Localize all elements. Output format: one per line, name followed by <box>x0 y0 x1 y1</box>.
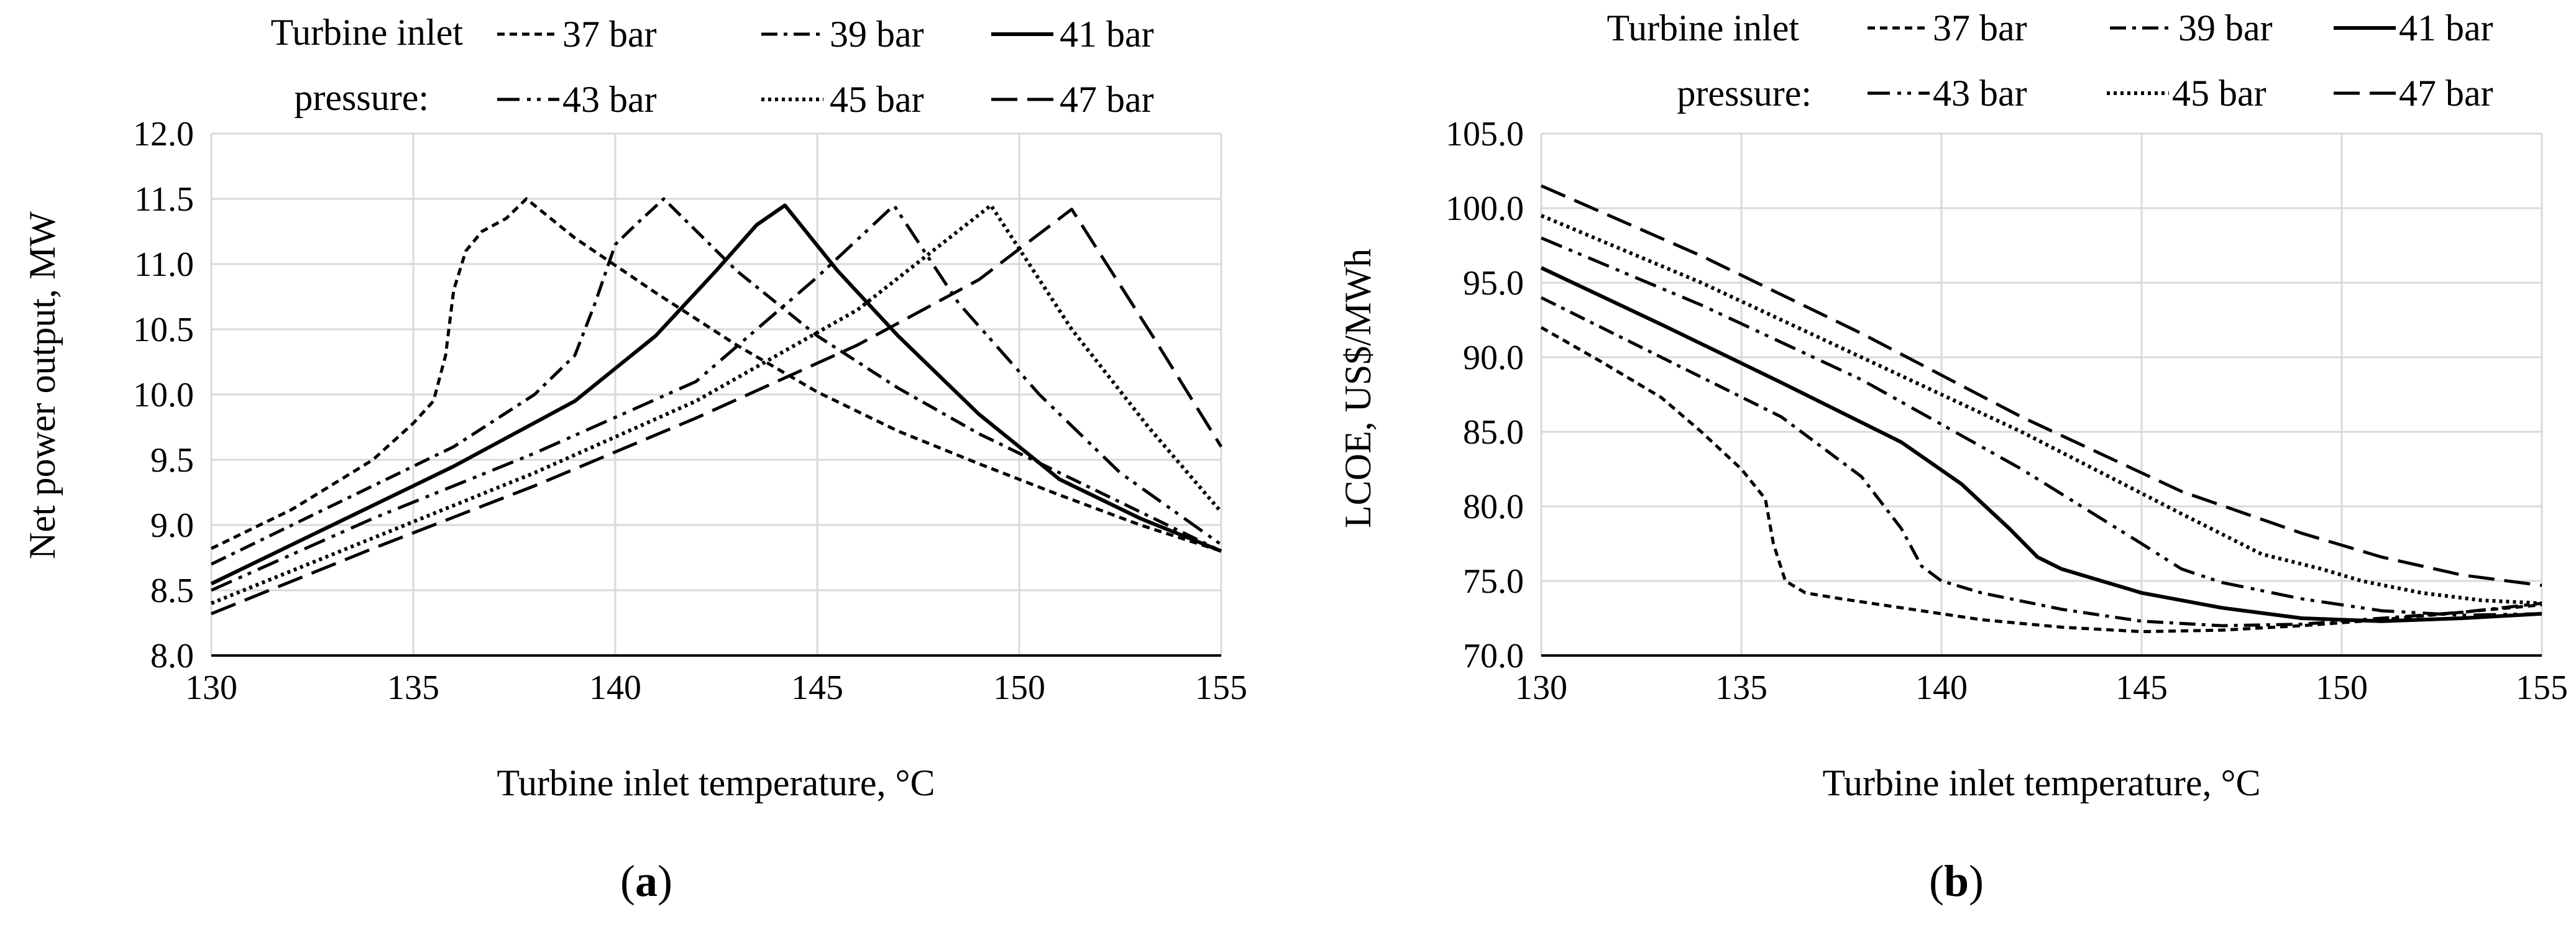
y-tick-label-a-2: 9.0 <box>150 506 194 545</box>
y-tick-label-b-4: 90.0 <box>1463 339 1524 377</box>
x-axis-label-b: Turbine inlet temperature, °C <box>1823 762 2261 803</box>
legend-label-a-47-bar: 47 bar <box>1060 79 1154 120</box>
panel-caption-a: (a) <box>620 856 672 906</box>
x-tick-label-b-4: 150 <box>2316 669 2368 707</box>
panel-caption-letter-b: b <box>1944 856 1969 906</box>
y-axis-label-a: Net power output, MW <box>22 211 63 559</box>
legend-label-a-41-bar: 41 bar <box>1060 14 1154 55</box>
series-line-b-43-bar <box>1541 236 2542 617</box>
x-axis-label-a: Turbine inlet temperature, °C <box>497 762 935 803</box>
y-tick-label-a-5: 10.5 <box>133 311 194 349</box>
y-tick-label-b-3: 85.0 <box>1463 413 1524 452</box>
x-tick-label-a-4: 150 <box>993 669 1045 707</box>
x-tick-label-a-1: 135 <box>387 669 439 707</box>
legend-label-a-37-bar: 37 bar <box>562 14 657 55</box>
x-tick-label-a-2: 140 <box>589 669 641 707</box>
legend-label-b-45-bar: 45 bar <box>2172 73 2267 114</box>
x-tick-labels-b: 130 135 140 145 150 155 <box>1515 669 2568 707</box>
legend-title-line2-b: pressure: <box>1677 73 1812 114</box>
y-tick-labels-b: 70.0 75.0 80.0 85.0 90.0 95.0 100.0 105.0 <box>1446 115 1524 675</box>
x-tick-label-b-5: 155 <box>2516 669 2568 707</box>
grid-b <box>1540 132 2543 656</box>
y-tick-labels-a: 8.0 8.5 9.0 9.5 10.0 10.5 11.0 11.5 12.0 <box>133 115 194 675</box>
x-tick-label-b-0: 130 <box>1515 669 1567 707</box>
y-tick-label-b-1: 75.0 <box>1463 562 1524 601</box>
x-tick-label-a-3: 145 <box>791 669 843 707</box>
x-tick-label-a-0: 130 <box>185 669 237 707</box>
x-tick-label-a-5: 155 <box>1195 669 1247 707</box>
legend-title-line1-a: Turbine inlet <box>271 12 464 53</box>
series-line-a-47-bar <box>211 208 1223 616</box>
y-tick-label-a-8: 12.0 <box>133 115 194 153</box>
plot-lines-a <box>210 197 1223 616</box>
y-tick-label-b-6: 100.0 <box>1446 190 1524 228</box>
y-tick-label-b-0: 70.0 <box>1463 637 1524 675</box>
series-line-b-37-bar <box>1540 326 2542 634</box>
series-line-a-39-bar <box>210 197 1222 566</box>
series-line-b-41-bar <box>1540 266 2542 623</box>
legend-a: Turbine inlet pressure: 37 bar 39 bar 41 b… <box>271 12 1154 120</box>
legend-label-a-45-bar: 45 bar <box>830 79 924 120</box>
plot-lines-b <box>1540 184 2542 634</box>
legend-b: Turbine inlet pressure: 37 bar 39 bar 41 b… <box>1607 7 2493 114</box>
panel-caption-letter-a: a <box>635 856 658 906</box>
legend-label-b-43-bar: 43 bar <box>1933 73 2027 114</box>
legend-entries-a: 37 bar 39 bar 41 bar 43 bar 45 bar 47 bar <box>497 14 1154 120</box>
y-tick-label-a-3: 9.5 <box>150 441 194 480</box>
y-tick-label-b-7: 105.0 <box>1446 115 1524 153</box>
legend-label-a-43-bar: 43 bar <box>562 79 657 120</box>
series-line-b-47-bar <box>1540 184 2542 587</box>
grid-a <box>210 132 1222 656</box>
y-tick-label-a-7: 11.5 <box>134 180 194 219</box>
series-line-a-37-bar <box>210 197 1222 553</box>
x-tick-label-b-2: 140 <box>1915 669 1968 707</box>
x-tick-label-b-3: 145 <box>2115 669 2168 707</box>
y-tick-label-a-0: 8.0 <box>150 637 194 675</box>
y-tick-label-b-5: 95.0 <box>1463 264 1524 303</box>
y-axis-label-b: LCOE, US$/MWh <box>1337 249 1378 528</box>
panel-caption-b: (b) <box>1929 856 1984 906</box>
x-tick-label-b-1: 135 <box>1715 669 1767 707</box>
legend-label-b-41-bar: 41 bar <box>2399 7 2493 48</box>
legend-label-b-39-bar: 39 bar <box>2178 7 2273 48</box>
legend-title-line1-b: Turbine inlet <box>1607 7 1800 48</box>
panel-a: 8.08.59.09.510.010.511.011.512.0 130 135 1… <box>22 12 1247 906</box>
legend-label-b-37-bar: 37 bar <box>1933 7 2027 48</box>
y-tick-label-b-2: 80.0 <box>1463 488 1524 526</box>
x-tick-labels-a: 130 135 140 145 150 155 <box>185 669 1247 707</box>
y-tick-label-a-4: 10.0 <box>133 376 194 414</box>
legend-entries-b: 37 bar 39 bar 41 bar 43 bar 45 bar 47 bar <box>1868 7 2493 114</box>
series-line-a-43-bar <box>210 204 1222 592</box>
y-tick-label-a-1: 8.5 <box>150 572 194 610</box>
legend-label-b-47-bar: 47 bar <box>2399 73 2493 114</box>
legend-label-a-39-bar: 39 bar <box>830 14 924 55</box>
legend-title-line2-a: pressure: <box>294 77 429 118</box>
y-tick-label-a-6: 11.0 <box>134 245 194 284</box>
series-line-a-41-bar <box>210 203 1222 586</box>
